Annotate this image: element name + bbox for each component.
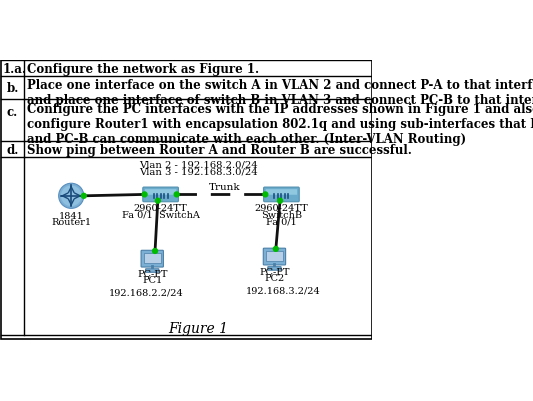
Text: 192.168.3.2/24: 192.168.3.2/24 <box>246 286 320 295</box>
FancyBboxPatch shape <box>141 251 164 267</box>
Circle shape <box>142 192 147 197</box>
Text: PC-PT: PC-PT <box>137 269 167 278</box>
Text: Fa 0/1  SwitchA: Fa 0/1 SwitchA <box>122 210 199 219</box>
Text: c.: c. <box>7 106 18 119</box>
Text: 2960-24TT: 2960-24TT <box>255 204 308 213</box>
Circle shape <box>156 199 160 204</box>
Circle shape <box>174 192 179 197</box>
Text: Vlan 2 - 192.168.2.0/24: Vlan 2 - 192.168.2.0/24 <box>139 160 257 169</box>
Text: Fa 0/1: Fa 0/1 <box>266 217 297 225</box>
FancyBboxPatch shape <box>266 190 297 195</box>
Bar <box>144 253 160 263</box>
Text: Show ping between Router A and Router B are successful.: Show ping between Router A and Router B … <box>27 144 412 157</box>
Text: 1.a.: 1.a. <box>3 63 27 76</box>
Bar <box>266 251 283 261</box>
Text: Figure 1: Figure 1 <box>168 321 228 335</box>
Text: d.: d. <box>7 144 19 157</box>
Circle shape <box>263 192 268 197</box>
Text: 192.168.2.2/24: 192.168.2.2/24 <box>109 288 184 297</box>
Circle shape <box>152 249 157 254</box>
Text: SwitchB: SwitchB <box>261 210 302 219</box>
FancyBboxPatch shape <box>143 188 179 202</box>
FancyBboxPatch shape <box>146 269 159 273</box>
Text: PC-PT: PC-PT <box>259 267 290 276</box>
Text: b.: b. <box>7 82 19 95</box>
Circle shape <box>273 247 278 252</box>
Text: Configure the network as Figure 1.: Configure the network as Figure 1. <box>27 63 260 76</box>
Circle shape <box>278 199 282 204</box>
Text: PC2: PC2 <box>264 273 285 283</box>
FancyBboxPatch shape <box>264 188 299 202</box>
Text: Place one interface on the switch A in VLAN 2 and connect P-A to that interface
: Place one interface on the switch A in V… <box>27 79 533 107</box>
Circle shape <box>61 186 82 207</box>
Circle shape <box>59 184 84 209</box>
Text: Vlan 3 - 192.168.3.0/24: Vlan 3 - 192.168.3.0/24 <box>139 167 257 176</box>
Text: PC1: PC1 <box>142 276 163 285</box>
FancyBboxPatch shape <box>145 190 176 195</box>
Text: Router1: Router1 <box>51 218 91 227</box>
Text: 2960-24TT: 2960-24TT <box>134 204 188 213</box>
Text: 1841: 1841 <box>59 212 84 221</box>
Text: Configure the PC interfaces with the IP addresses shown in Figure 1 and also
con: Configure the PC interfaces with the IP … <box>27 102 533 145</box>
FancyBboxPatch shape <box>263 249 286 265</box>
Text: Trunk: Trunk <box>209 182 240 191</box>
FancyBboxPatch shape <box>268 267 281 271</box>
Circle shape <box>82 194 86 199</box>
